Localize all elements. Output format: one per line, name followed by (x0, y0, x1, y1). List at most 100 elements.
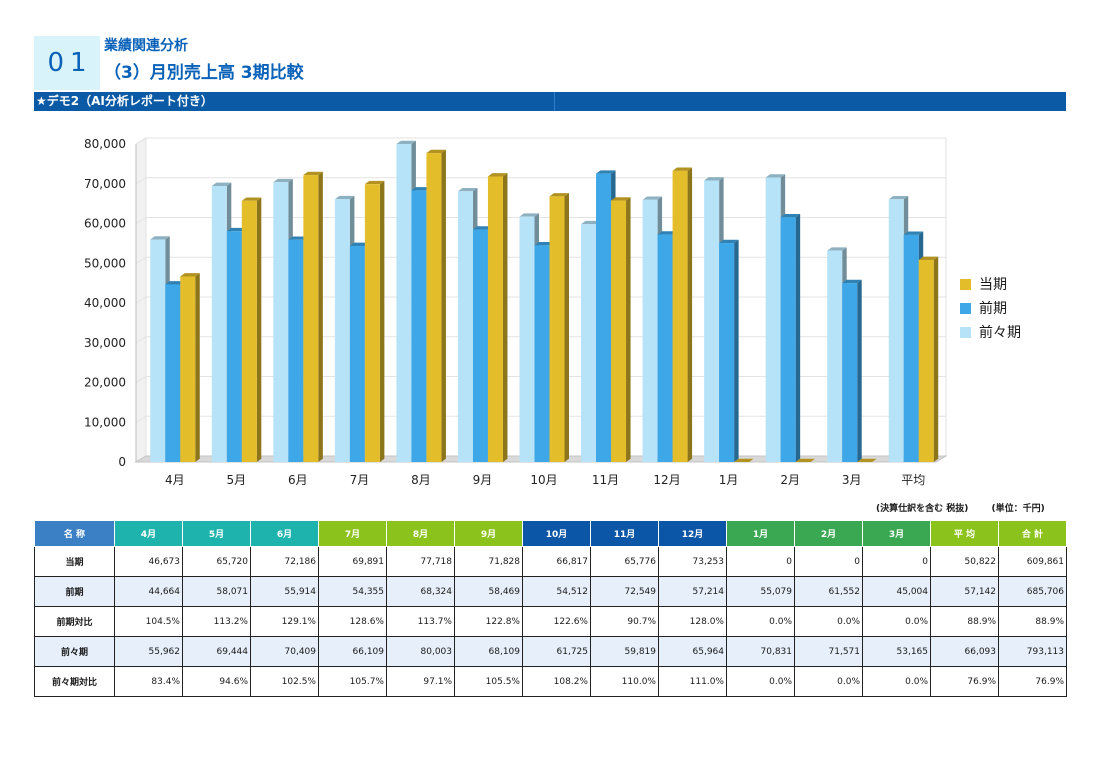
table-header-cell: 6月 (250, 520, 319, 547)
sales-comparison-table: 名 称 4月 5月 6月 7月 8月 9月 10月 11月 12月 1月 2月 3月平 均合 計 当期 4… (34, 520, 1067, 697)
bar-top (534, 242, 554, 246)
table-header-cell: 合 計 (998, 520, 1067, 547)
table-cell: 105.5% (454, 666, 523, 697)
bar-top (734, 458, 754, 462)
bar (288, 239, 304, 462)
table-cell: 45,004 (862, 576, 931, 607)
table-cell: 54,512 (522, 576, 591, 607)
table-cell: 55,914 (250, 576, 319, 607)
legend-item-current: 当期 (960, 272, 1021, 296)
table-cell: 104.5% (114, 606, 183, 637)
bar-side (256, 197, 262, 462)
table-header-cell: 1月 (726, 520, 795, 547)
bar-top (704, 177, 724, 181)
table-header-row: 名 称 4月 5月 6月 7月 8月 9月 10月 11月 12月 1月 2月 3月平 均合 計 (34, 520, 1067, 547)
tax-note: (決算仕訳を含む 税抜) (876, 504, 969, 514)
y-tick-label: 60,000 (84, 217, 126, 231)
bar (842, 283, 858, 462)
bar (903, 234, 919, 462)
bar-side (687, 167, 693, 462)
bar-top (888, 195, 909, 200)
bar-top (672, 167, 693, 171)
table-header-cell: 4月 (114, 520, 183, 547)
table-header-cell: 名 称 (34, 520, 115, 547)
table-cell: 122.6% (522, 606, 591, 637)
table-cell: 83.4% (114, 666, 183, 697)
legend-swatch-prior-previous (960, 326, 971, 338)
table-cell: 685,706 (998, 576, 1067, 607)
bar-top (396, 140, 416, 144)
table-cell: 66,093 (930, 636, 999, 667)
bar (596, 173, 612, 462)
legend-label-previous: 前期 (979, 301, 1007, 317)
bar-side (502, 173, 508, 462)
table-cell: 609,861 (998, 546, 1067, 577)
bar (918, 259, 934, 462)
bar (888, 199, 904, 462)
table-cell: 108.2% (522, 666, 591, 697)
section-number: 01 (34, 36, 100, 90)
bar (226, 231, 242, 462)
table-cell: 65,720 (182, 546, 251, 577)
y-tick-label: 0 (118, 455, 126, 469)
bar (780, 217, 796, 462)
table-cell: 54,355 (318, 576, 387, 607)
table-cell: 0 (794, 546, 863, 577)
table-cell: 105.7% (318, 666, 387, 697)
table-cell: 128.6% (318, 606, 387, 637)
bar-top (719, 239, 739, 244)
bar (457, 191, 473, 462)
table-cell: 76.9% (930, 666, 999, 697)
bar (241, 200, 257, 462)
x-tick-label: 5月 (226, 473, 246, 487)
section-title: 業績関連分析 (104, 38, 188, 54)
x-tick-label: 6月 (288, 473, 308, 487)
bar-top (150, 236, 170, 240)
bar-top (581, 220, 601, 225)
table-cell: 793,113 (998, 636, 1067, 667)
table-cell: 57,214 (658, 576, 727, 607)
demo-banner: ★デモ2（AI分析レポート付き） (34, 92, 1066, 111)
table-row: 当期 46,673 65,720 72,186 69,891 77,718 71,828 66… (34, 546, 1067, 577)
chart-legend: 当期 前期 前々期 (960, 272, 1021, 344)
table-cell: 0.0% (862, 606, 931, 637)
table-row: 前期 44,664 58,071 55,914 54,355 68,324 58,469 54… (34, 576, 1067, 607)
bar-top (903, 231, 924, 235)
table-cell: 77,718 (386, 546, 455, 577)
banner-divider (554, 92, 1066, 111)
row-label: 前々期対比 (34, 666, 115, 697)
bar (165, 284, 181, 462)
gridline-side (135, 376, 147, 383)
bar (765, 177, 781, 462)
table-cell: 46,673 (114, 546, 183, 577)
bar-top (611, 197, 631, 201)
bar-top (596, 170, 616, 174)
table-cell: 0 (726, 546, 795, 577)
x-tick-label: 9月 (473, 473, 493, 487)
bar-side (379, 180, 385, 462)
bar-top (165, 281, 185, 285)
bar (549, 196, 565, 462)
legend-swatch-previous (960, 302, 971, 314)
bar-side (195, 273, 200, 462)
bar (719, 243, 735, 462)
gridline-side (135, 217, 147, 224)
bar (611, 200, 627, 462)
table-cell: 88.9% (930, 606, 999, 637)
table-cell: 44,664 (114, 576, 183, 607)
table-cell: 122.8% (454, 606, 523, 637)
bar (349, 245, 365, 462)
bar (487, 176, 503, 462)
bar-top (411, 187, 431, 191)
table-row: 前々期 55,962 69,444 70,409 66,109 80,003 68,109 6… (34, 636, 1067, 667)
gridline-side (135, 296, 147, 304)
table-row: 前々期対比 83.4% 94.6% 102.5% 105.7% 97.1% 105.5% 10… (34, 666, 1067, 697)
bar (519, 216, 535, 462)
legend-label-current: 当期 (979, 277, 1007, 293)
table-cell: 0.0% (726, 606, 795, 637)
gridline-side (135, 137, 147, 145)
bar-top (857, 458, 877, 462)
table-header-cell: 7月 (318, 520, 387, 547)
bar-top (457, 187, 478, 192)
bar (581, 224, 597, 462)
